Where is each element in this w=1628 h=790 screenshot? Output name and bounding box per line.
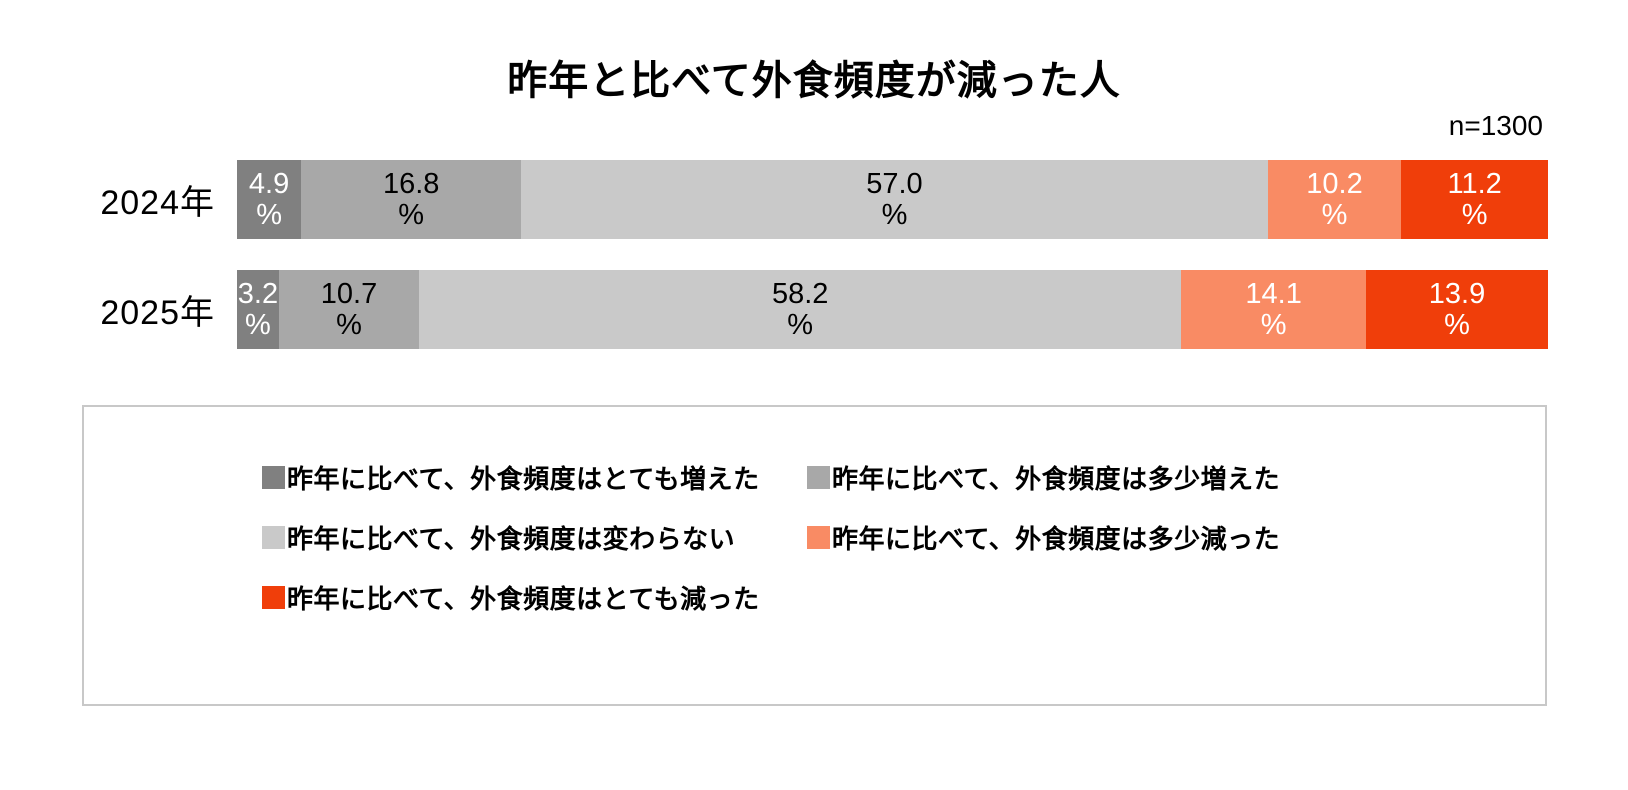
legend-label: 昨年に比べて、外食頻度はとても減った: [287, 583, 760, 614]
segment-value: 4.9: [248, 167, 290, 200]
legend-swatch-icon: [262, 525, 285, 549]
segment-unit: %: [1444, 308, 1470, 341]
segment-value: 16.8: [382, 167, 440, 200]
segment-unit: %: [1461, 198, 1488, 231]
segment-value: 10.2: [1306, 167, 1363, 200]
legend-label: 昨年に比べて、外食頻度は変わらない: [287, 523, 736, 554]
chart-title: 昨年と比べて外食頻度が減った人: [507, 59, 1121, 103]
sample-size-label: n=1300: [1448, 110, 1543, 141]
category-label: 2024年: [100, 184, 215, 222]
legend-item: 昨年に比べて、外食頻度はとても増えた: [262, 459, 807, 496]
bar-segment: 57.0%: [521, 160, 1268, 239]
bar-segment: 14.1%: [1181, 270, 1366, 349]
legend-box: 昨年に比べて、外食頻度はとても増えた 昨年に比べて、外食頻度は多少増えた 昨年に比べ…: [82, 405, 1547, 706]
segment-value: 57.0: [866, 167, 923, 200]
bar-segment: 16.8%: [301, 160, 522, 239]
segment-unit: %: [256, 198, 282, 231]
legend-row: 昨年に比べて、外食頻度は変わらない 昨年に比べて、外食頻度は多少減った: [262, 507, 1545, 567]
legend-item: 昨年に比べて、外食頻度はとても減った: [262, 579, 807, 616]
segment-value: 58.2: [771, 277, 829, 310]
segment-value: 3.2: [237, 277, 279, 310]
chart: 2024年 4.9% 16.8% 57.0% 10.2% 11.2% 2025年 3.2% 10…: [0, 160, 1549, 380]
bar-segment: 10.2%: [1267, 160, 1402, 239]
category-label: 2025年: [100, 294, 215, 332]
legend-swatch-icon: [262, 585, 285, 609]
segment-value: 13.9: [1428, 277, 1486, 310]
bar-segment: 10.7%: [278, 270, 420, 349]
segment-unit: %: [245, 308, 271, 341]
segment-value: 14.1: [1245, 277, 1302, 310]
legend-label: 昨年に比べて、外食頻度は多少増えた: [832, 463, 1281, 494]
bar-segment: 11.2%: [1401, 160, 1549, 239]
segment-value: 11.2: [1447, 167, 1502, 200]
segment-unit: %: [787, 308, 814, 341]
chart-row: 2025年 3.2% 10.7% 58.2% 14.1% 13.9%: [0, 270, 1548, 349]
legend-swatch-icon: [807, 465, 830, 489]
legend-item: 昨年に比べて、外食頻度は多少増えた: [807, 459, 1280, 496]
bar-segment: 4.9%: [237, 160, 302, 239]
legend-swatch-icon: [807, 525, 830, 549]
legend-item: 昨年に比べて、外食頻度は多少減った: [807, 519, 1280, 556]
legend-label: 昨年に比べて、外食頻度はとても増えた: [287, 463, 760, 494]
stacked-bar: 4.9% 16.8% 57.0% 10.2% 11.2%: [237, 160, 1549, 239]
segment-unit: %: [398, 198, 425, 231]
stacked-bar: 3.2% 10.7% 58.2% 14.1% 13.9%: [237, 270, 1548, 349]
bar-segment: 3.2%: [237, 270, 279, 349]
segment-unit: %: [1260, 308, 1287, 341]
segment-unit: %: [1321, 198, 1348, 231]
bar-segment: 13.9%: [1365, 270, 1548, 349]
bar-segment: 58.2%: [419, 270, 1182, 349]
segment-unit: %: [881, 198, 908, 231]
legend-item: 昨年に比べて、外食頻度は変わらない: [262, 519, 807, 556]
legend-row: 昨年に比べて、外食頻度はとても増えた 昨年に比べて、外食頻度は多少増えた: [262, 447, 1545, 507]
legend-swatch-icon: [262, 465, 285, 489]
chart-row: 2024年 4.9% 16.8% 57.0% 10.2% 11.2%: [0, 160, 1549, 239]
legend-row: 昨年に比べて、外食頻度はとても減った: [262, 567, 1545, 627]
legend-label: 昨年に比べて、外食頻度は多少減った: [832, 523, 1281, 554]
segment-value: 10.7: [320, 277, 378, 310]
segment-unit: %: [336, 308, 362, 341]
